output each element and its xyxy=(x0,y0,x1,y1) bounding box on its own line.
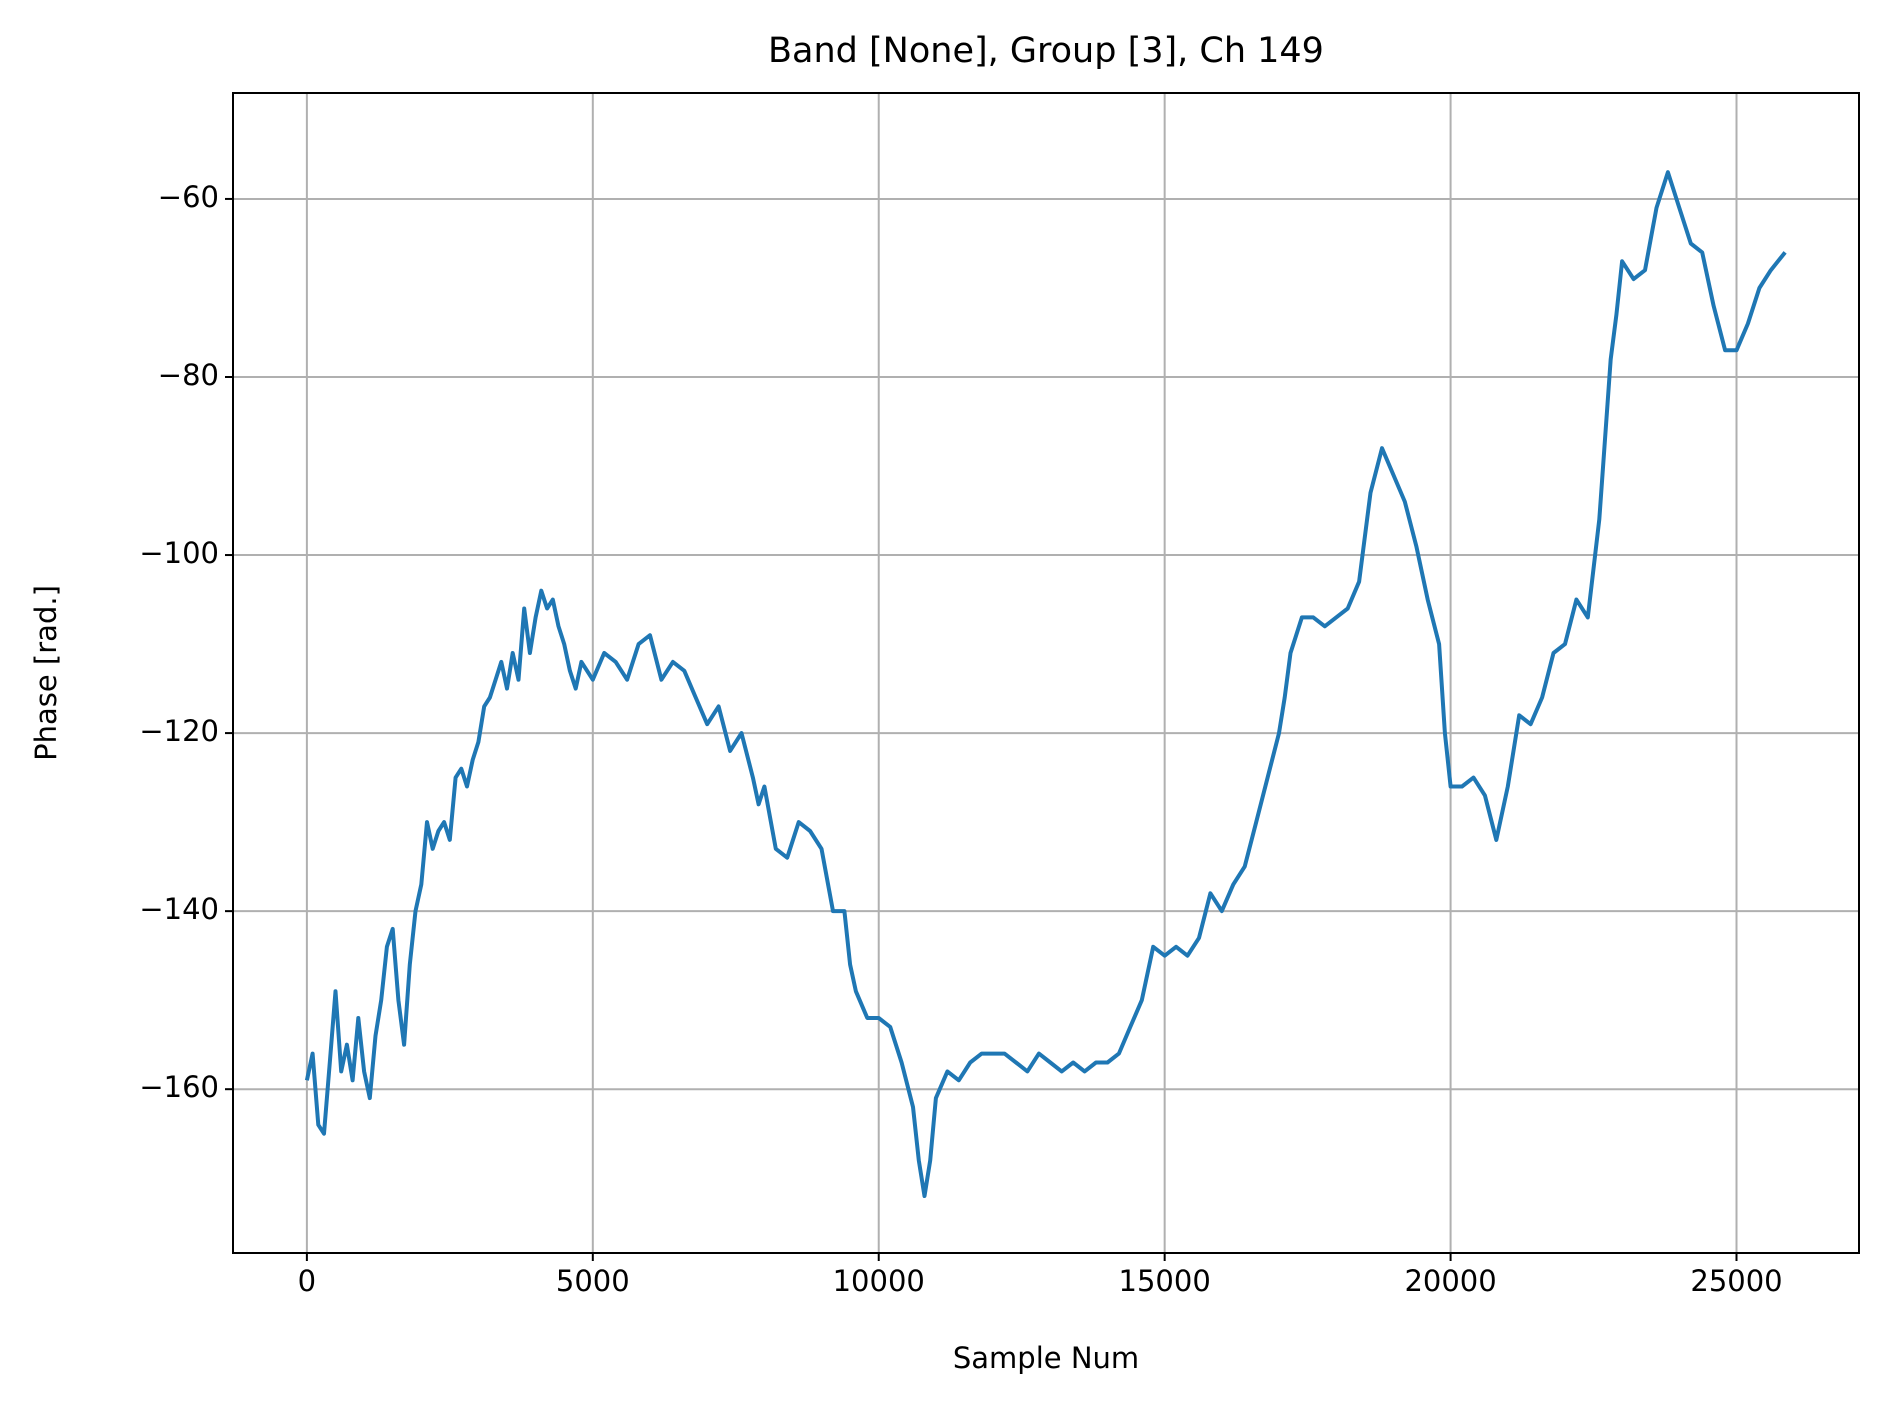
y-tick-label: −100 xyxy=(139,536,219,570)
y-tick-label: −120 xyxy=(139,714,219,748)
data-line xyxy=(304,170,1787,1198)
plot-frame xyxy=(232,92,1860,1254)
y-axis-label: Phase [rad.] xyxy=(29,585,63,761)
x-tick-label: 20000 xyxy=(1404,1264,1496,1298)
y-tick-label: −80 xyxy=(158,358,219,392)
x-tick-label: 10000 xyxy=(833,1264,925,1298)
x-tick-label: 15000 xyxy=(1119,1264,1211,1298)
y-tick-label: −160 xyxy=(139,1070,219,1104)
x-axis-label: Sample Num xyxy=(953,1341,1139,1375)
y-tick-label: −140 xyxy=(139,892,219,926)
x-tick-label: 0 xyxy=(298,1264,316,1298)
x-tick-label: 25000 xyxy=(1690,1264,1782,1298)
chart-title: Band [None], Group [3], Ch 149 xyxy=(768,31,1324,71)
x-tick-label: 5000 xyxy=(556,1264,630,1298)
y-tick-label: −60 xyxy=(158,180,219,214)
